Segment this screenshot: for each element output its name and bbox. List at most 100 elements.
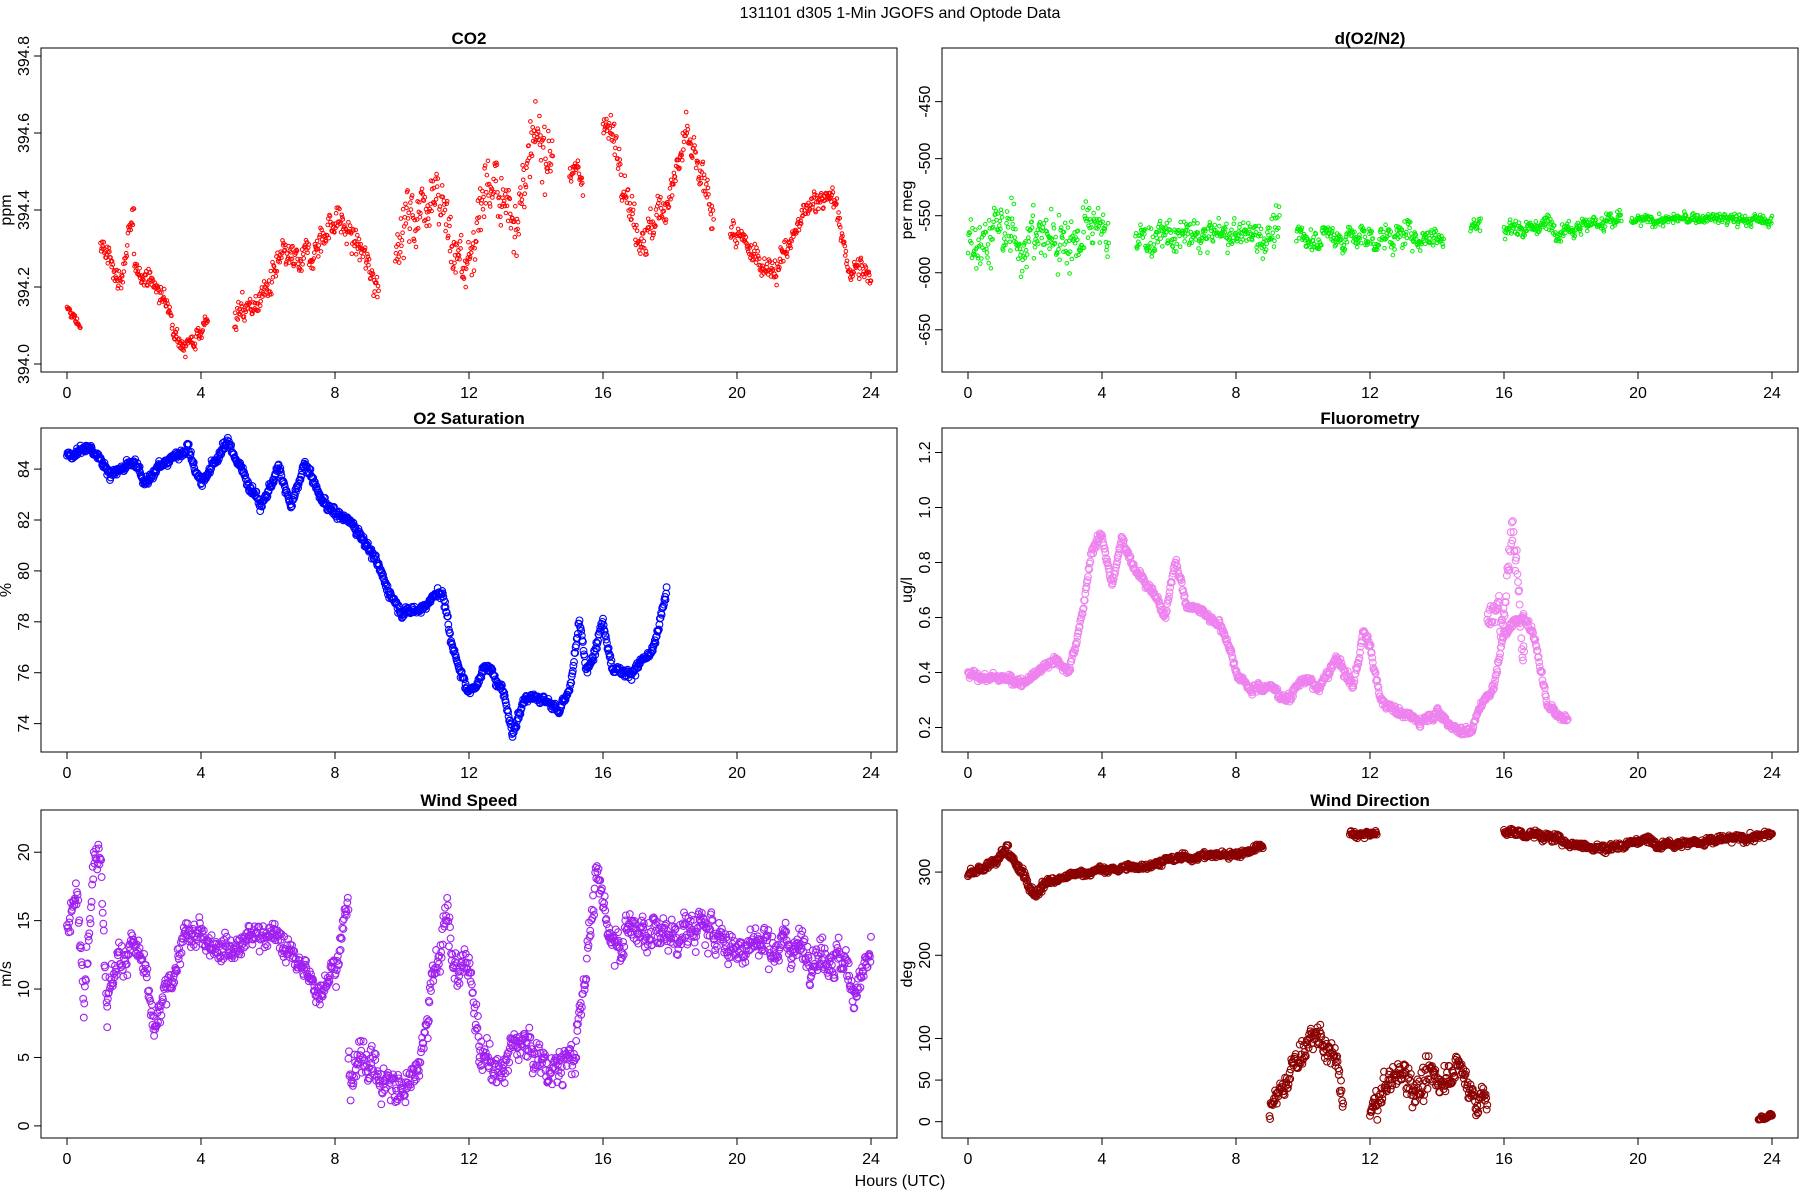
data-point-do2n2: [1362, 228, 1367, 234]
data-point-co2: [848, 277, 854, 283]
data-point-o2sat: [446, 629, 454, 638]
data-point-co2: [408, 207, 414, 212]
data-point-co2: [494, 162, 500, 168]
data-point-co2: [580, 180, 585, 186]
data-point-co2: [125, 243, 130, 248]
data-point-co2: [344, 241, 350, 247]
data-point-co2: [639, 236, 644, 241]
data-point-co2: [326, 235, 332, 241]
data-point-co2: [269, 280, 275, 285]
data-point-co2: [752, 241, 758, 247]
data-point-do2n2: [1566, 219, 1572, 224]
data-point-co2: [250, 311, 255, 317]
data-point-co2: [668, 177, 674, 183]
data-point-fluoro: [1075, 622, 1084, 631]
data-point-co2: [295, 256, 300, 262]
x-tick-label-windspeed: 12: [460, 1151, 478, 1168]
data-point-co2: [112, 268, 117, 273]
data-point-co2: [524, 161, 530, 166]
data-point-do2n2: [1691, 211, 1696, 216]
y-axis-label-fluoro: ug/l: [899, 577, 916, 603]
data-point-do2n2: [1048, 206, 1054, 212]
data-point-do2n2: [1404, 229, 1409, 235]
data-point-fluoro: [1368, 658, 1377, 667]
data-point-co2: [305, 250, 310, 255]
data-point-do2n2: [1105, 221, 1111, 226]
data-point-co2: [327, 213, 333, 219]
data-point-do2n2: [1399, 227, 1405, 232]
data-point-co2: [638, 251, 643, 256]
data-point-co2: [116, 268, 122, 274]
data-point-co2: [508, 225, 514, 231]
data-point-co2: [397, 235, 403, 240]
data-point-co2: [613, 145, 618, 151]
data-point-fluoro: [1153, 592, 1162, 601]
data-point-do2n2: [1041, 221, 1047, 226]
data-point-fluoro: [1083, 576, 1092, 585]
data-point-fluoro: [1118, 534, 1127, 543]
data-point-o2sat: [142, 479, 151, 487]
data-point-o2sat: [181, 448, 190, 457]
plot-frame-o2sat: [40, 427, 898, 753]
data-point-co2: [348, 231, 354, 236]
data-point-co2: [651, 232, 656, 238]
data-point-co2: [669, 193, 675, 198]
data-point-co2: [634, 228, 640, 234]
data-point-co2: [408, 200, 413, 205]
data-point-do2n2: [1516, 220, 1522, 226]
data-point-co2: [835, 216, 841, 221]
data-point-o2sat: [189, 458, 198, 467]
data-point-o2sat: [604, 644, 613, 653]
x-tick-label-fluoro: 0: [964, 765, 973, 782]
data-point-co2: [396, 260, 402, 265]
data-point-do2n2: [1158, 236, 1163, 241]
data-point-windspeed: [68, 902, 77, 911]
data-point-co2: [657, 197, 662, 202]
data-point-co2: [332, 230, 337, 235]
data-point-fluoro: [1229, 660, 1238, 669]
data-point-co2: [733, 244, 739, 250]
data-point-do2n2: [1166, 240, 1171, 245]
data-point-fluoro: [1508, 536, 1517, 545]
data-point-co2: [624, 200, 630, 205]
data-point-fluoro: [1532, 642, 1541, 651]
data-point-co2: [501, 198, 507, 204]
plot-frame-co2: [40, 47, 898, 373]
data-point-co2: [471, 230, 476, 235]
y-tick-label-co2: 394.0: [16, 344, 33, 384]
data-point-fluoro: [1366, 641, 1375, 649]
y-tick-label-fluoro: 0.2: [917, 716, 934, 738]
data-point-co2: [193, 347, 198, 352]
data-point-do2n2: [1768, 216, 1774, 221]
data-point-fluoro: [1505, 566, 1514, 574]
data-point-do2n2: [1057, 257, 1062, 263]
data-point-do2n2: [1225, 242, 1231, 248]
data-point-do2n2: [1075, 237, 1080, 243]
data-point-do2n2: [1608, 211, 1613, 216]
data-point-co2: [298, 258, 304, 264]
data-point-co2: [150, 276, 155, 281]
data-point-co2: [364, 260, 369, 265]
data-point-co2: [199, 335, 204, 341]
data-point-do2n2: [983, 221, 988, 227]
data-point-do2n2: [1058, 225, 1064, 230]
data-point-do2n2: [1319, 242, 1324, 248]
data-point-co2: [685, 127, 691, 132]
data-point-co2: [310, 266, 316, 271]
data-point-do2n2: [1223, 226, 1228, 231]
data-point-o2sat: [379, 570, 387, 579]
data-point-do2n2: [1133, 231, 1139, 236]
data-point-do2n2: [1034, 239, 1040, 244]
y-tick-label-fluoro: 1.0: [917, 496, 934, 518]
data-point-co2: [608, 112, 614, 118]
data-point-co2: [426, 209, 432, 214]
data-point-do2n2: [1019, 268, 1025, 274]
data-point-o2sat: [268, 479, 277, 488]
data-point-windspeed: [99, 926, 108, 935]
data-point-co2: [72, 313, 78, 318]
data-point-co2: [772, 258, 778, 264]
data-point-co2: [353, 227, 359, 233]
data-point-do2n2: [1032, 244, 1038, 250]
